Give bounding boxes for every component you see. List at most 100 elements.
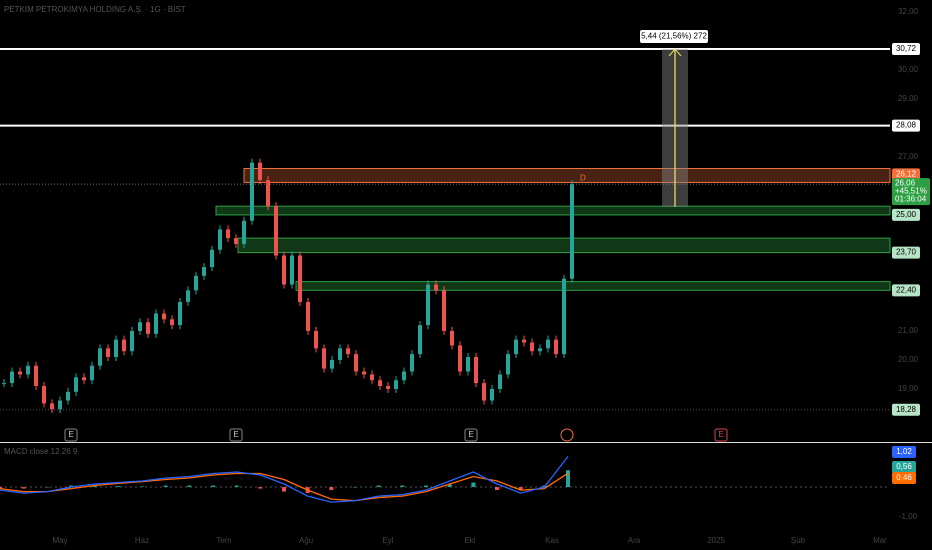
candle: [138, 322, 142, 331]
event-label: E: [233, 430, 238, 439]
y-tick-label: 30,00: [898, 65, 919, 74]
candle: [506, 354, 510, 375]
candle: [194, 275, 198, 291]
macd-bar: [116, 486, 121, 488]
zone: [295, 281, 891, 291]
macd-bar: [21, 487, 26, 489]
macd-bar: [234, 485, 239, 488]
candle: [394, 380, 398, 389]
macd-bar: [471, 482, 476, 488]
event-marker[interactable]: [229, 428, 243, 442]
marker: D: [580, 173, 586, 182]
macd-bar: [376, 485, 381, 488]
candle: [114, 339, 118, 358]
candle: [562, 278, 566, 355]
zone: [243, 168, 891, 183]
measure-arrow-head: [668, 48, 682, 57]
macd-bar: [424, 485, 428, 488]
candle: [122, 339, 126, 352]
candle: [434, 284, 438, 291]
macd-bar: [163, 485, 168, 488]
macd-tick-label: -1,00: [899, 512, 918, 521]
candle: [90, 365, 94, 381]
candle: [570, 184, 574, 279]
last-price-change: +45,51%: [895, 186, 927, 195]
event-marker[interactable]: [714, 428, 728, 442]
macd-line: [0, 456, 569, 503]
candle: [322, 348, 326, 369]
event-label: E: [468, 430, 473, 439]
candle: [458, 345, 462, 372]
candle: [26, 365, 30, 375]
candle: [58, 400, 62, 410]
candle: [362, 371, 366, 375]
candle: [298, 255, 302, 302]
candle: [202, 267, 206, 276]
level-badge: [892, 43, 920, 56]
candle: [538, 348, 542, 352]
candle: [82, 377, 86, 381]
y-tick-label: 27,00: [898, 152, 919, 161]
x-tick-label: Haz: [135, 536, 149, 545]
zone-badge: [892, 168, 920, 181]
level-label: 30,72: [896, 44, 917, 53]
candle: [186, 290, 190, 302]
dividend-icon[interactable]: [560, 428, 574, 442]
chart-title: PETKIM PETROKIMYA HOLDING A.Ş. · 1G · BI…: [4, 5, 186, 14]
macd-bar: [0, 487, 2, 489]
candle: [410, 354, 414, 372]
macd-bar: [495, 487, 499, 491]
y-tick-label: 32,00: [898, 7, 919, 16]
candle: [266, 180, 270, 207]
candle: [370, 374, 374, 381]
zone-label: 22,40: [896, 285, 917, 294]
macd-bar: [140, 486, 144, 488]
measure-label: 5,44 (21,56%) 272: [641, 32, 707, 41]
candle: [242, 220, 246, 244]
candle: [442, 290, 446, 331]
x-tick-label: Kas: [545, 536, 559, 545]
x-tick-label: Eyl: [382, 536, 393, 545]
zone: [237, 237, 891, 254]
candle: [106, 348, 110, 358]
macd-bar: [282, 487, 286, 492]
macd-bar: [353, 487, 357, 488]
signal-line: [0, 472, 569, 502]
candle: [546, 339, 550, 349]
candle: [210, 249, 214, 268]
measure-badge: [640, 30, 708, 44]
candle: [386, 386, 390, 389]
last-price-label: 26,06: [895, 178, 916, 187]
macd-label: 0,46: [896, 473, 912, 482]
x-tick-label: Şub: [791, 536, 806, 545]
candle: [474, 357, 478, 384]
zone-badge: [892, 208, 920, 221]
candle: [74, 377, 78, 392]
macd-badge: [892, 472, 916, 484]
macd-bar: [187, 485, 192, 488]
candle: [258, 162, 262, 181]
macd-bar: [45, 487, 50, 488]
candle: [554, 339, 558, 355]
y-tick-label: 20,00: [898, 355, 919, 364]
zone-label: 25,00: [896, 210, 917, 219]
y-tick-label: 21,00: [898, 326, 919, 335]
macd-bar: [566, 470, 570, 488]
level-badge: [892, 119, 920, 132]
macd-title: MACD close 12 26 9: [4, 447, 78, 456]
y-tick-label: 29,00: [898, 94, 919, 103]
candle: [450, 330, 454, 346]
candle: [250, 162, 254, 221]
event-marker[interactable]: [464, 428, 478, 442]
candle: [530, 342, 534, 352]
candle: [274, 206, 278, 256]
macd-label: 1,02: [896, 447, 912, 456]
zone-badge: [892, 284, 920, 297]
level-label: 28,08: [896, 121, 917, 130]
level-badge: [892, 403, 920, 416]
candle: [162, 313, 166, 320]
candle: [346, 348, 350, 355]
candle: [10, 371, 14, 384]
event-marker[interactable]: [64, 428, 78, 442]
candle: [234, 238, 238, 244]
